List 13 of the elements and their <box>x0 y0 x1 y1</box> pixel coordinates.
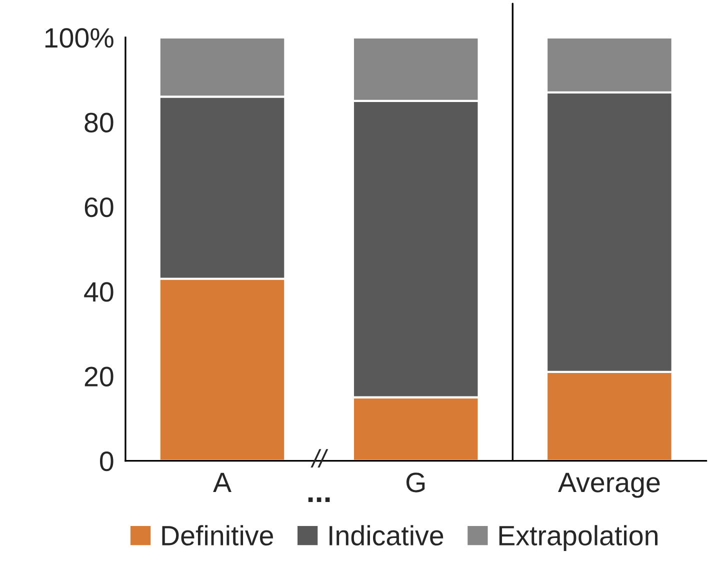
y-tick-label: 60 <box>84 197 114 218</box>
legend-label: Extrapolation <box>499 525 658 551</box>
legend-label: Definitive <box>162 525 274 546</box>
x-tick-label: G <box>406 472 425 492</box>
y-tick-label: 100% <box>45 28 114 48</box>
x-tick-label: A <box>213 472 232 492</box>
y-tick-label: 80 <box>84 112 114 132</box>
y-tick-label: 0 <box>100 451 114 472</box>
legend-label: Indicative <box>330 525 444 546</box>
y-tick-label: 20 <box>84 366 114 386</box>
text: ... <box>308 497 330 502</box>
y-tick-label: 40 <box>84 282 114 302</box>
x-tick-label: Average <box>558 472 660 498</box>
